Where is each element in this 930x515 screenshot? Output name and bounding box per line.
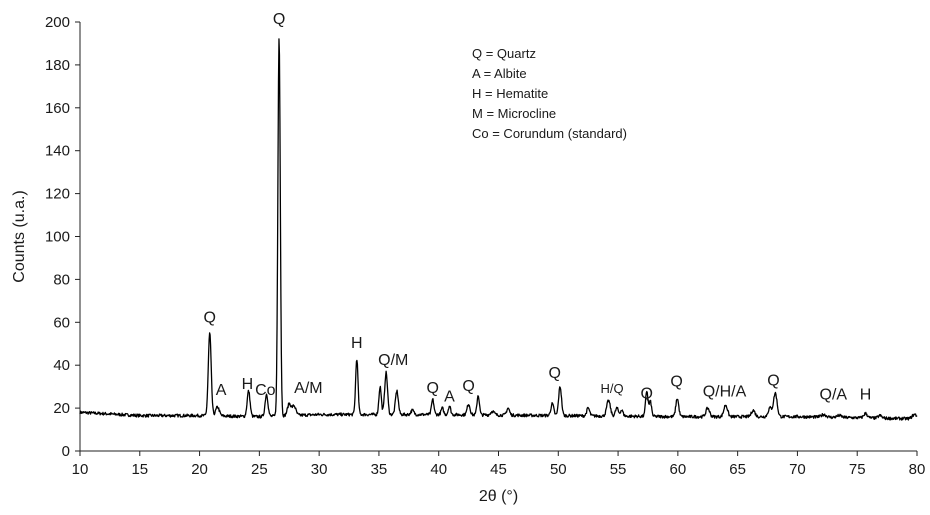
peak-label: Q bbox=[273, 11, 285, 28]
x-tick-label: 55 bbox=[610, 461, 627, 478]
peak-label: Q bbox=[204, 309, 216, 326]
x-tick-label: 80 bbox=[909, 461, 926, 478]
y-tick-label: 20 bbox=[53, 400, 70, 417]
x-tick-label: 20 bbox=[191, 461, 208, 478]
x-tick-label: 75 bbox=[849, 461, 866, 478]
peak-label: Q/A bbox=[820, 387, 848, 404]
y-axis-title: Counts (u.a.) bbox=[11, 190, 28, 282]
y-tick-label: 80 bbox=[53, 271, 70, 288]
legend-entry: H = Hematite bbox=[472, 86, 548, 101]
peak-label: H bbox=[242, 376, 254, 393]
legend-entry: M = Microcline bbox=[472, 106, 556, 121]
legend-box: Q = Quartz A = Albite H = Hematite M = Micr… bbox=[472, 46, 627, 141]
y-tick-label: 120 bbox=[45, 186, 70, 203]
peak-label: H bbox=[860, 387, 872, 404]
y-tick-label: 140 bbox=[45, 143, 70, 160]
peak-label: Q/H/A bbox=[703, 383, 747, 400]
x-tick-label: 70 bbox=[789, 461, 806, 478]
peak-label: A bbox=[216, 382, 227, 399]
x-axis-title: 2θ (°) bbox=[479, 488, 518, 505]
y-tick-labels: 0 20 40 60 80 100 120 140 160 180 200 bbox=[45, 14, 80, 460]
peak-label: A bbox=[444, 389, 455, 406]
y-tick-label: 200 bbox=[45, 14, 70, 31]
peak-label: Q/M bbox=[378, 352, 408, 369]
x-tick-labels: 10 15 20 25 30 35 40 45 50 55 60 65 70 75 80 bbox=[72, 451, 926, 478]
peak-label: Q bbox=[670, 374, 682, 391]
x-tick-label: 30 bbox=[311, 461, 328, 478]
x-tick-label: 50 bbox=[550, 461, 567, 478]
x-tick-label: 25 bbox=[251, 461, 268, 478]
y-tick-label: 100 bbox=[45, 229, 70, 246]
peak-label: Q bbox=[767, 373, 779, 390]
peak-label: Q bbox=[462, 378, 474, 395]
peak-label: Co bbox=[255, 382, 276, 399]
peak-label: A/M bbox=[294, 380, 322, 397]
legend-entry: Q = Quartz bbox=[472, 46, 536, 61]
y-tick-label: 0 bbox=[62, 443, 70, 460]
peak-label: Q bbox=[548, 365, 560, 382]
diffraction-pattern-line bbox=[79, 38, 918, 421]
peak-label: Q bbox=[641, 385, 653, 402]
legend-entry: A = Albite bbox=[472, 66, 527, 81]
peak-label: H/Q bbox=[601, 381, 624, 396]
x-tick-label: 15 bbox=[131, 461, 148, 478]
legend-entry: Co = Corundum (standard) bbox=[472, 126, 627, 141]
x-tick-label: 60 bbox=[670, 461, 687, 478]
x-tick-label: 10 bbox=[72, 461, 89, 478]
x-tick-label: 35 bbox=[371, 461, 388, 478]
y-tick-label: 160 bbox=[45, 100, 70, 117]
peak-label: Q bbox=[427, 380, 439, 397]
x-tick-label: 65 bbox=[729, 461, 746, 478]
peak-label: H bbox=[351, 335, 363, 352]
y-tick-label: 40 bbox=[53, 357, 70, 374]
x-tick-label: 45 bbox=[490, 461, 507, 478]
y-tick-label: 60 bbox=[53, 314, 70, 331]
y-tick-label: 180 bbox=[45, 57, 70, 74]
x-tick-label: 40 bbox=[430, 461, 447, 478]
